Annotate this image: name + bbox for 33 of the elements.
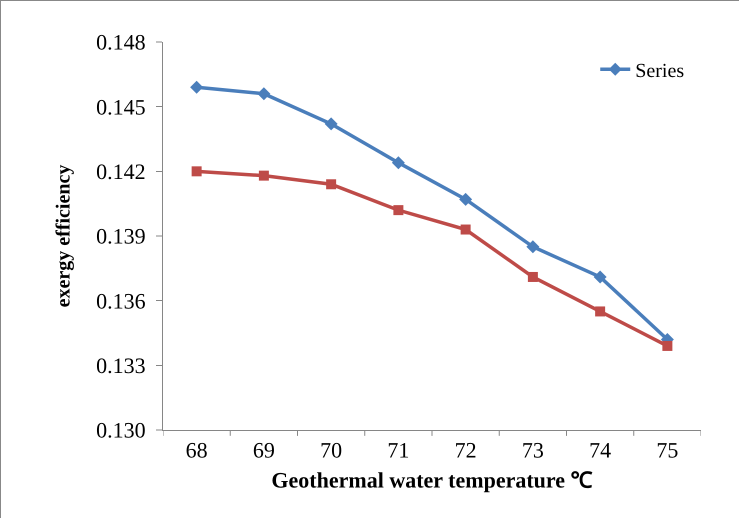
- point: [528, 272, 538, 282]
- point: [393, 205, 404, 216]
- y-tick-label: 0.130: [96, 418, 146, 443]
- x-tick-label: 68: [186, 437, 208, 462]
- legend-label: Series: [635, 60, 684, 82]
- y-tick-label: 0.136: [96, 288, 146, 314]
- x-tick-label: 74: [589, 437, 612, 462]
- point: [326, 179, 336, 190]
- x-axis-title: Geothermal water temperature ℃: [271, 467, 593, 492]
- y-tick-label: 0.142: [96, 159, 146, 184]
- x-tick-label: 73: [522, 437, 544, 462]
- point: [192, 166, 202, 176]
- x-tick-label: 75: [656, 437, 678, 462]
- point: [324, 117, 338, 130]
- y-axis-title: exergy efficiency: [52, 164, 75, 308]
- y-tick-label: 0.139: [96, 224, 146, 249]
- x-tick-label: 70: [320, 437, 342, 462]
- point: [595, 306, 606, 316]
- point: [526, 240, 540, 254]
- y-tick-label: 0.133: [96, 353, 146, 378]
- point: [392, 156, 405, 170]
- x-tick-label: 72: [454, 437, 477, 462]
- point: [190, 80, 204, 94]
- point: [662, 340, 672, 351]
- x-tick-label: 71: [387, 437, 410, 462]
- point: [460, 224, 471, 235]
- y-tick-label: 0.145: [96, 94, 146, 120]
- point: [594, 270, 607, 284]
- y-tick-label: 0.148: [96, 30, 146, 55]
- point: [257, 87, 270, 100]
- x-tick-label: 69: [252, 437, 275, 462]
- point: [459, 192, 472, 206]
- point: [258, 170, 269, 181]
